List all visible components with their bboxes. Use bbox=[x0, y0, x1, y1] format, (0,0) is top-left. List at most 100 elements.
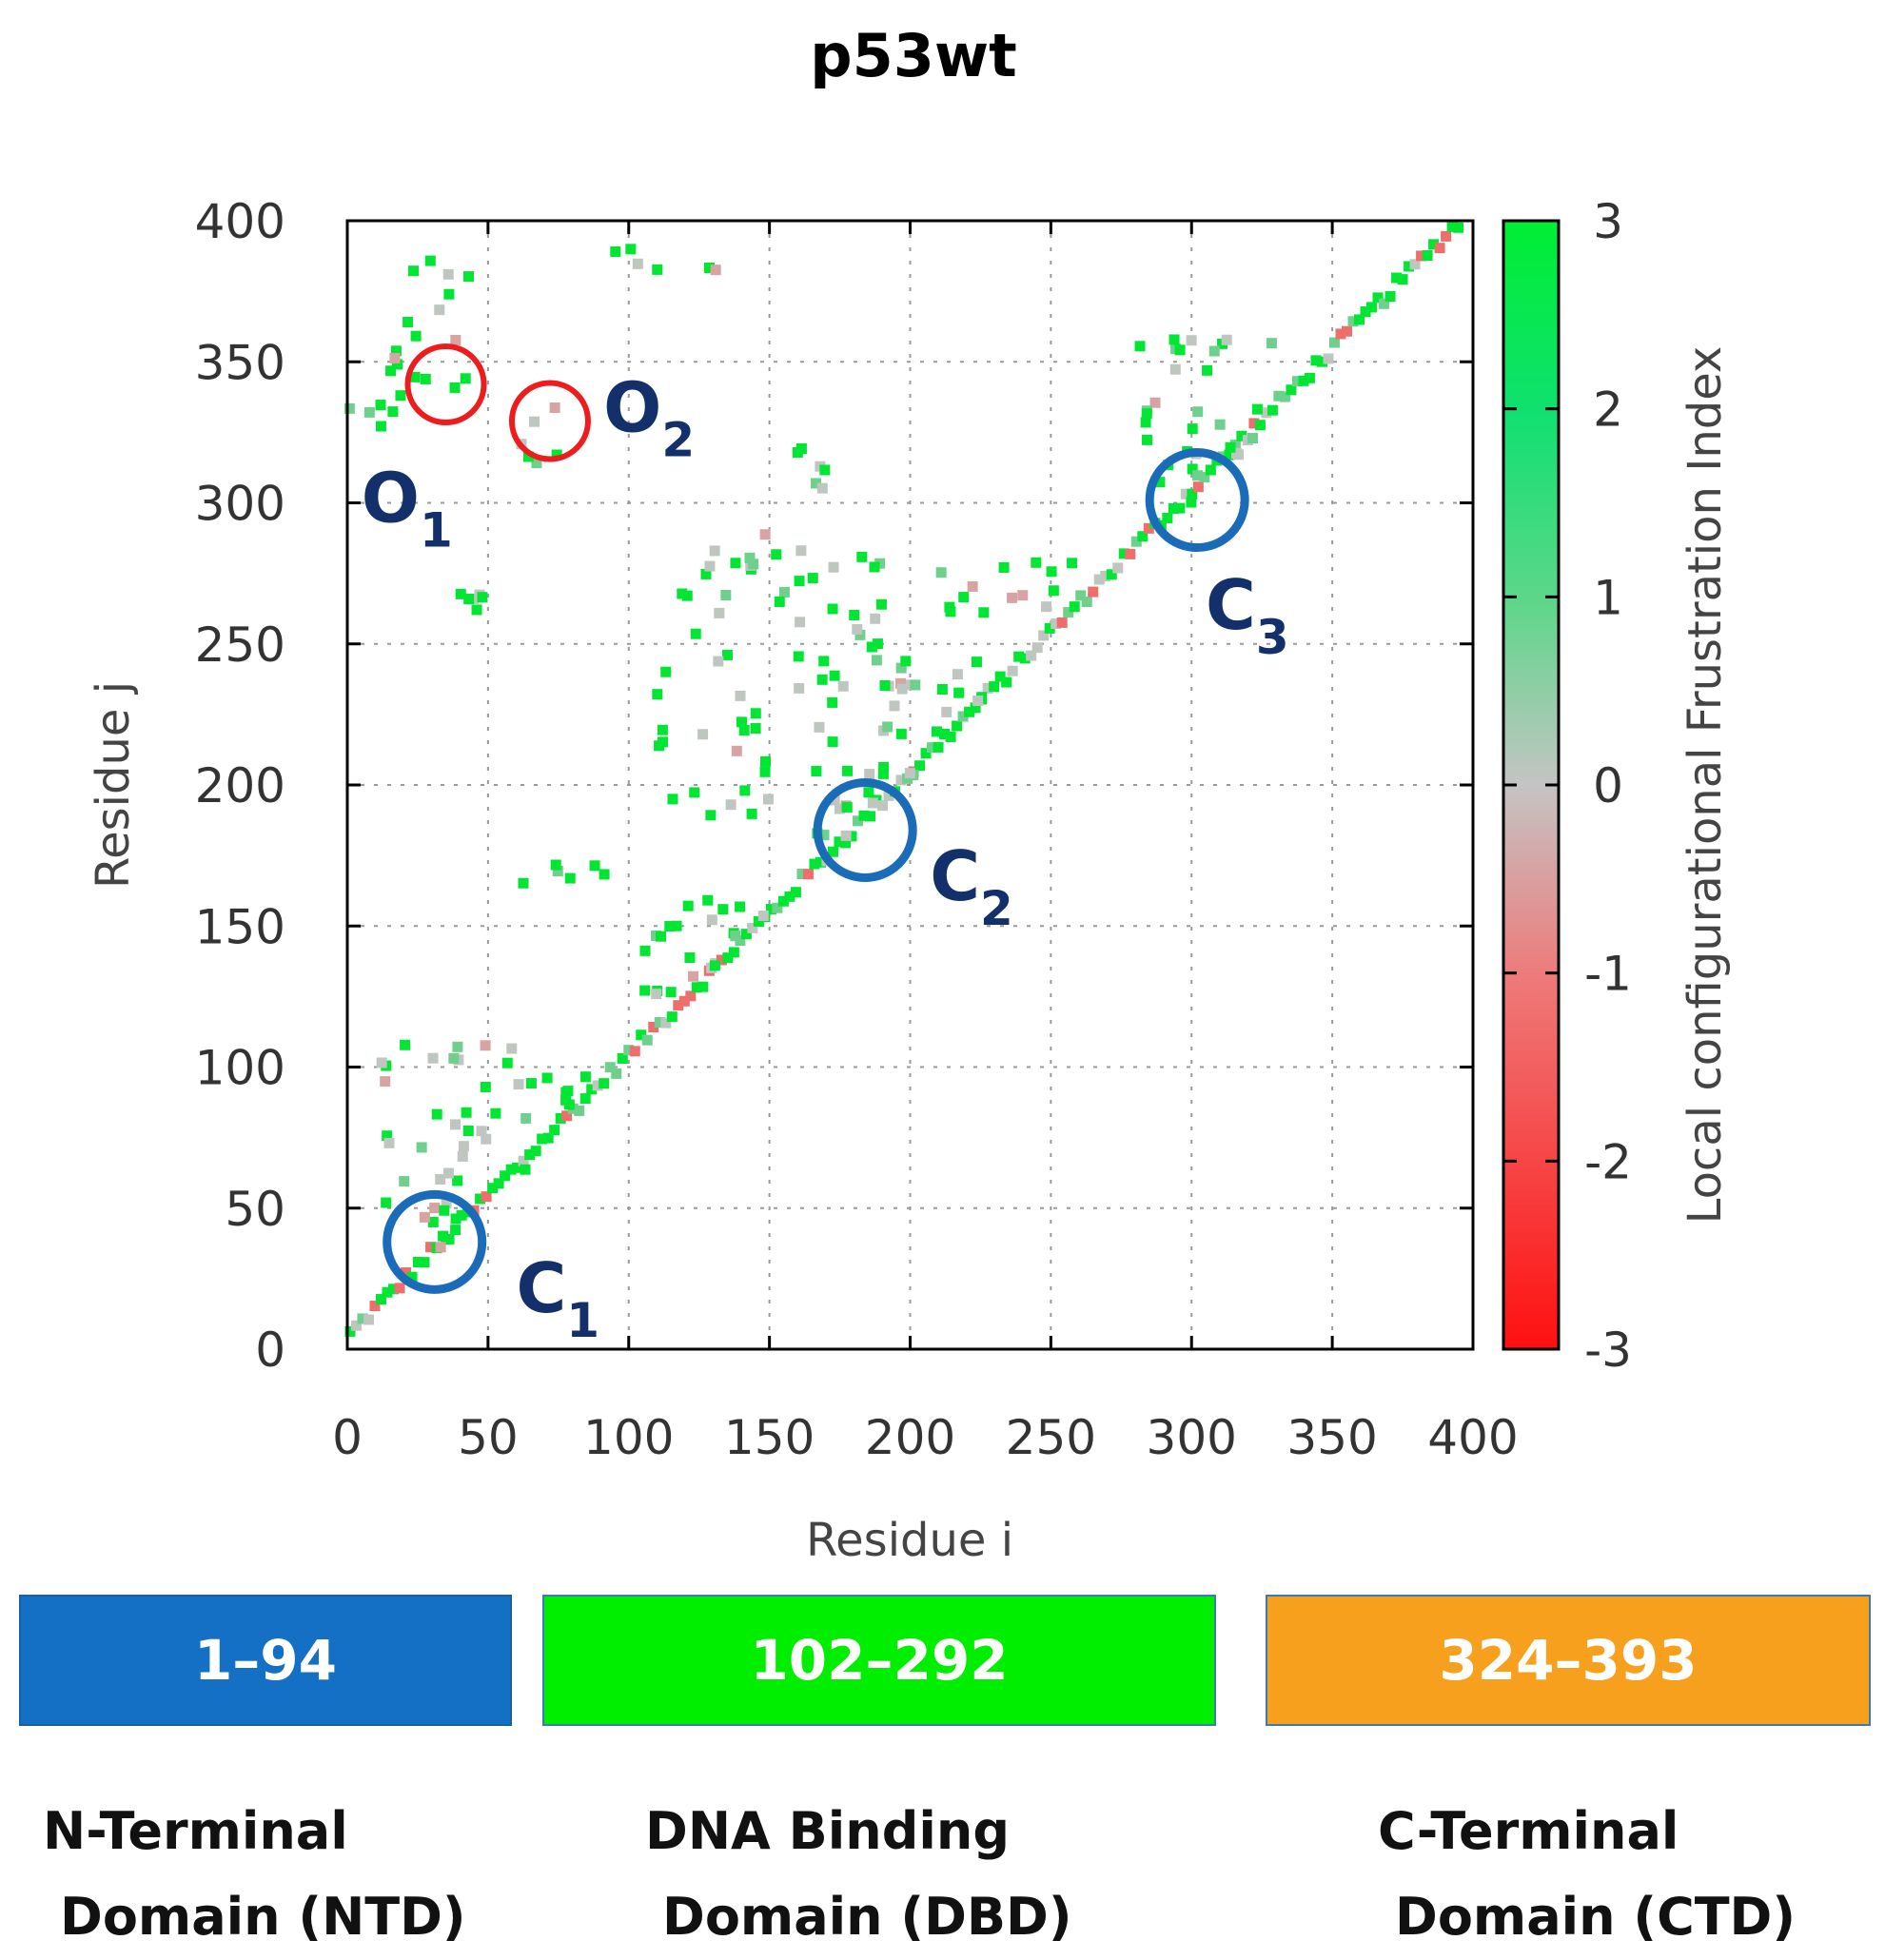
contact-point bbox=[604, 1062, 616, 1073]
domain-description: DNA Binding Domain (DBD) bbox=[645, 1789, 1072, 1960]
contact-point bbox=[814, 721, 825, 733]
contact-point bbox=[439, 1205, 450, 1216]
colorbar-label: Local configurational Frustration Index bbox=[1679, 346, 1732, 1225]
contact-point bbox=[375, 1294, 386, 1305]
contact-point bbox=[728, 947, 739, 958]
contact-point bbox=[784, 891, 795, 902]
contact-point bbox=[842, 765, 854, 776]
contact-point bbox=[623, 1045, 635, 1056]
contact-point bbox=[392, 359, 403, 370]
contact-point bbox=[750, 708, 761, 719]
contact-point bbox=[744, 552, 756, 563]
contact-point bbox=[793, 651, 804, 662]
contact-point bbox=[610, 246, 621, 258]
contact-point bbox=[501, 1057, 513, 1068]
contact-points bbox=[344, 221, 1464, 1337]
contact-point bbox=[480, 1082, 491, 1093]
annotation-circle bbox=[1145, 448, 1249, 553]
contact-point bbox=[477, 592, 488, 603]
contact-point bbox=[382, 1286, 393, 1298]
x-tick-label: 50 bbox=[458, 1410, 519, 1465]
y-tick-label: 50 bbox=[225, 1182, 285, 1237]
contact-point bbox=[636, 1029, 647, 1041]
annotation-label: O2 bbox=[603, 368, 695, 468]
contact-point bbox=[1192, 406, 1204, 418]
contact-point bbox=[1205, 464, 1216, 476]
contact-point bbox=[736, 716, 747, 728]
contact-point bbox=[998, 561, 1010, 573]
contact-point bbox=[363, 406, 375, 418]
contact-point bbox=[691, 982, 702, 993]
contact-point bbox=[549, 1125, 560, 1136]
contact-point bbox=[895, 662, 907, 674]
contact-point bbox=[460, 373, 471, 384]
contact-point bbox=[685, 990, 697, 1002]
contact-point bbox=[716, 954, 727, 966]
contact-point bbox=[463, 594, 475, 605]
colorbar-tick-label: 3 bbox=[1593, 194, 1623, 249]
contact-point bbox=[579, 1093, 591, 1105]
contact-point bbox=[914, 760, 926, 772]
contact-point bbox=[420, 373, 431, 384]
contact-point bbox=[867, 797, 878, 809]
contact-point bbox=[709, 960, 720, 971]
contact-point bbox=[953, 687, 965, 698]
contact-point bbox=[1169, 363, 1181, 375]
contact-point bbox=[834, 803, 845, 814]
contact-point bbox=[702, 894, 714, 906]
x-axis-ticks: 0 50 100 150 200 250 300 350 400 bbox=[332, 221, 1519, 1465]
y-axis-ticks: 0 50 100 150 200 250 300 350 400 bbox=[195, 194, 1473, 1378]
contact-point bbox=[852, 815, 863, 827]
y-tick-label: 400 bbox=[195, 194, 285, 249]
contact-point bbox=[795, 545, 807, 557]
contact-point bbox=[931, 726, 942, 737]
contact-point bbox=[551, 449, 562, 461]
contact-point bbox=[505, 1164, 517, 1175]
contact-point bbox=[599, 1078, 610, 1089]
contact-point bbox=[753, 915, 764, 927]
contact-point bbox=[720, 590, 732, 601]
contact-point bbox=[1041, 601, 1052, 613]
x-tick-label: 350 bbox=[1286, 1410, 1377, 1465]
grid-lines bbox=[347, 221, 1473, 1349]
contact-point bbox=[1446, 221, 1458, 232]
contact-point bbox=[429, 1203, 441, 1214]
contact-point bbox=[875, 598, 887, 610]
contact-point bbox=[520, 1164, 531, 1175]
contact-point bbox=[542, 1132, 554, 1144]
contact-point bbox=[579, 1071, 591, 1083]
contact-point bbox=[395, 390, 406, 402]
contact-point bbox=[512, 1162, 523, 1173]
contact-point bbox=[1134, 341, 1146, 352]
contact-point bbox=[895, 677, 907, 689]
contact-point bbox=[450, 1213, 461, 1225]
contact-point bbox=[864, 769, 875, 780]
contact-point bbox=[457, 1150, 468, 1162]
contact-point bbox=[713, 656, 724, 667]
contact-point bbox=[399, 1176, 410, 1187]
contact-point bbox=[390, 345, 402, 357]
contact-point bbox=[933, 741, 944, 753]
contact-point bbox=[394, 1283, 405, 1294]
contact-point bbox=[939, 728, 951, 739]
domain-name-line2: Domain (DBD) bbox=[662, 1887, 1072, 1947]
contact-point bbox=[703, 263, 715, 274]
x-tick-label: 150 bbox=[724, 1410, 815, 1465]
contact-point bbox=[1118, 548, 1129, 559]
contact-point bbox=[357, 1313, 368, 1324]
contact-point bbox=[772, 902, 783, 913]
contact-point bbox=[816, 482, 828, 494]
contact-point bbox=[629, 1046, 640, 1057]
contact-point bbox=[1441, 230, 1452, 242]
contact-point bbox=[1141, 434, 1152, 445]
domain-name-line1: N-Terminal bbox=[43, 1801, 348, 1861]
contact-point bbox=[410, 330, 422, 342]
contact-point bbox=[1453, 222, 1464, 233]
contact-point bbox=[1168, 334, 1180, 345]
contact-point bbox=[518, 877, 529, 889]
contact-point bbox=[1187, 488, 1198, 500]
contact-point bbox=[858, 810, 870, 821]
contact-point bbox=[481, 1133, 492, 1145]
contact-point bbox=[1067, 558, 1078, 569]
contact-point bbox=[827, 736, 838, 748]
